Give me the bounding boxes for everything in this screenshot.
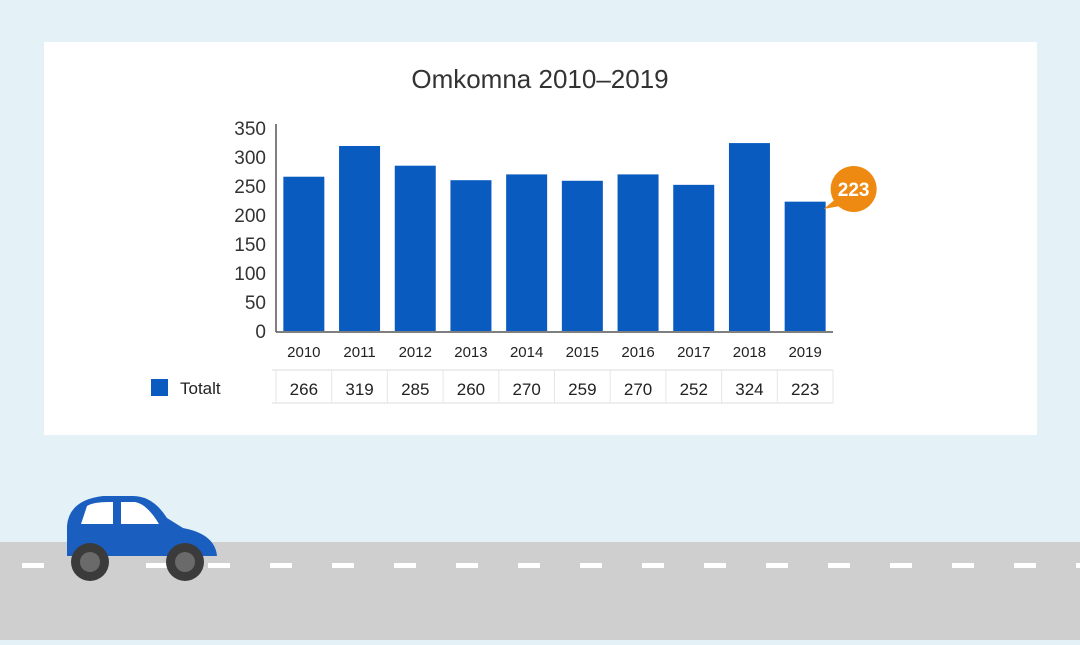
lane-dash — [394, 563, 416, 568]
legend-swatch — [151, 379, 168, 396]
x-tick-label: 2016 — [621, 344, 654, 361]
lane-dash — [332, 563, 354, 568]
x-tick-label: 2012 — [399, 344, 432, 361]
lane-dash — [22, 563, 44, 568]
bar-2019 — [784, 201, 826, 331]
bar-2016 — [617, 174, 659, 331]
y-tick-label: 50 — [245, 293, 266, 314]
bar-2012 — [394, 165, 436, 331]
data-table-value: 324 — [735, 380, 763, 399]
lane-dash — [828, 563, 850, 568]
lane-dash — [518, 563, 540, 568]
road-markings — [22, 563, 1080, 568]
lane-dash — [146, 563, 168, 568]
highlight-bubble — [830, 166, 877, 212]
chart-title: Omkomna 2010–2019 — [411, 64, 668, 94]
highlight-bubble-tail — [823, 199, 846, 209]
bar-2011 — [339, 145, 381, 331]
bar-chart: Omkomna 2010–2019 0 50 100 150 200 250 300 350 20… — [151, 64, 877, 404]
x-tick-label: 2017 — [677, 344, 710, 361]
data-table-value: 223 — [791, 380, 819, 399]
data-table-value: 319 — [345, 380, 373, 399]
lane-dash — [580, 563, 602, 568]
data-table-value: 259 — [568, 380, 596, 399]
x-tick-label: 2010 — [287, 344, 320, 361]
y-tick-label: 100 — [234, 264, 266, 285]
y-tick-label: 300 — [234, 148, 266, 169]
x-tick-label: 2015 — [566, 344, 599, 361]
data-table-value: 260 — [457, 380, 485, 399]
lane-dash — [208, 563, 230, 568]
car-icon — [67, 496, 217, 581]
bar-2010 — [283, 176, 325, 331]
y-tick-label: 350 — [234, 119, 266, 140]
legend-label: Totalt — [180, 379, 221, 398]
lane-dash — [766, 563, 788, 568]
data-table-value: 252 — [680, 380, 708, 399]
data-table-value: 266 — [290, 380, 318, 399]
highlight-value-label: 223 — [838, 180, 870, 201]
lane-dash — [890, 563, 912, 568]
bar-2014 — [506, 174, 548, 331]
x-tick-label: 2011 — [343, 344, 375, 361]
lane-dash — [456, 563, 478, 568]
x-tick-label: 2013 — [454, 344, 487, 361]
y-tick-label: 0 — [255, 322, 266, 343]
lane-dash — [1076, 563, 1080, 568]
data-table-value: 270 — [512, 380, 540, 399]
x-tick-label: 2018 — [733, 344, 766, 361]
bar-2015 — [561, 180, 603, 331]
lane-dash — [642, 563, 664, 568]
bar-2018 — [728, 143, 770, 331]
lane-dash — [952, 563, 974, 568]
bar-2017 — [673, 184, 715, 331]
y-tick-label: 150 — [234, 235, 266, 256]
data-table-value: 270 — [624, 380, 652, 399]
y-tick-label: 200 — [234, 206, 266, 227]
y-tick-label: 250 — [234, 177, 266, 198]
x-tick-label: 2014 — [510, 344, 543, 361]
lane-dash — [270, 563, 292, 568]
lane-dash — [704, 563, 726, 568]
bar-2013 — [450, 180, 492, 331]
data-table-value: 285 — [401, 380, 429, 399]
x-tick-label: 2019 — [788, 344, 821, 361]
chart-card: Omkomna 2010–2019 0 50 100 150 200 250 300 350 20… — [44, 42, 1037, 435]
lane-dash — [1014, 563, 1036, 568]
